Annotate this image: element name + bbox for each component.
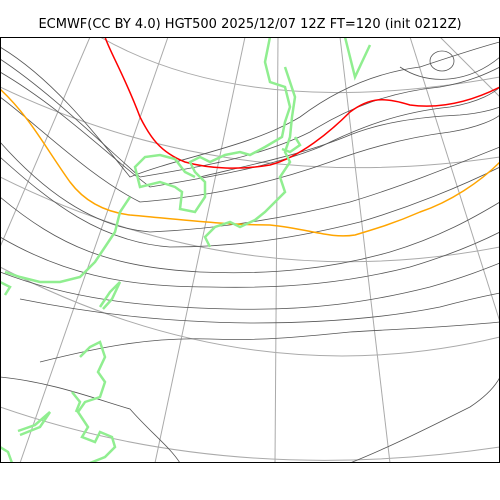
graticule-meridian-1	[0, 37, 91, 248]
coastline-uk-south	[71, 391, 82, 413]
contour-5700	[104, 37, 500, 169]
graticule-meridian-3	[154, 37, 246, 463]
coastline-west-bit	[17, 411, 52, 437]
coastline-greenland-east	[203, 66, 297, 248]
contour-line	[0, 262, 500, 310]
graticule-meridian-5	[339, 37, 391, 463]
contour-line	[0, 196, 500, 274]
coastline-greenland	[133, 37, 292, 214]
graticule-meridian-7	[439, 37, 500, 98]
graticule-latitude-3	[0, 176, 500, 263]
coastline-labrador	[0, 280, 12, 296]
contour-line	[0, 58, 500, 178]
contour-line	[0, 376, 181, 463]
coastline-uk-ireland	[76, 340, 117, 463]
graticule-meridian-2	[19, 37, 169, 463]
map-title: ECMWF(CC BY 4.0) HGT500 2025/12/07 12Z F…	[38, 17, 462, 32]
contour-line	[399, 56, 500, 80]
coastline-ellesmere	[343, 37, 372, 81]
contour-highlights	[0, 37, 500, 237]
map-panel	[0, 37, 500, 463]
map-canvas	[0, 37, 500, 463]
graticule	[0, 37, 500, 463]
map-border	[0, 37, 500, 463]
contour-line	[0, 156, 500, 248]
contour-line	[0, 96, 500, 203]
contour-line	[0, 41, 500, 178]
coastline-baffin	[4, 196, 132, 284]
contour-line	[349, 376, 500, 463]
contour-line	[19, 292, 500, 324]
coastline-southwest-island	[98, 281, 122, 310]
graticule-latitude-2	[0, 86, 500, 169]
height-contours	[0, 41, 500, 463]
graticule-latitude-5	[0, 406, 500, 461]
contour-5400	[0, 88, 500, 237]
coastline-iceland-area	[281, 136, 302, 154]
graticule-meridian-6	[409, 37, 500, 323]
graticule-latitude-4	[0, 266, 500, 357]
graticule-latitude-1	[99, 37, 500, 94]
coastline	[0, 37, 372, 463]
coastline-corner	[0, 445, 14, 463]
contour-line	[0, 231, 500, 288]
contour-low-center	[429, 50, 455, 72]
contour-line	[199, 106, 500, 178]
graticule-meridian-4	[274, 37, 279, 463]
contour-line	[39, 321, 500, 363]
